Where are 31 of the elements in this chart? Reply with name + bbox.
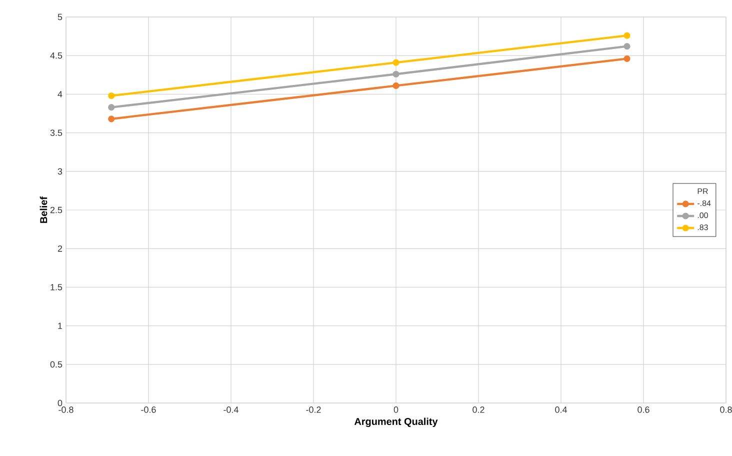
point (624, 55, 630, 62)
y-axis-title: Belief (40, 196, 48, 223)
point (392, 70, 400, 78)
point (624, 32, 630, 39)
y-tick-label: 5 (58, 14, 62, 20)
x-tick-label: 0.4 (555, 406, 567, 413)
x-tick-label: 0.2 (472, 406, 484, 413)
x-tick-label: 0.6 (638, 406, 650, 413)
y-tick-label: 0.5 (50, 361, 62, 368)
point (108, 104, 115, 111)
y-tick-label: 2.5 (50, 206, 62, 214)
y-tick-label: 4 (58, 91, 62, 98)
x-tick-label: -0.8 (58, 406, 74, 413)
y-tick-label: 1.5 (50, 284, 62, 290)
x-tick-label: 0 (394, 406, 398, 413)
point (108, 116, 115, 122)
y-tick-label: 2 (58, 245, 62, 252)
point (392, 82, 400, 89)
y-tick-label: 0 (58, 400, 62, 406)
x-tick-label: -0.2 (306, 406, 321, 413)
point (392, 59, 400, 66)
point (624, 43, 630, 50)
x-tick-label: 0.8 (720, 406, 732, 413)
x-tick-label: -0.4 (224, 406, 238, 413)
x-axis-title: Argument Quality (354, 418, 438, 428)
point (108, 92, 115, 100)
y-tick-label: 4.5 (50, 52, 62, 59)
y-tick-label: 3.5 (50, 130, 62, 136)
y-tick-label: 3 (58, 168, 62, 175)
y-tick-label: 1 (58, 322, 62, 329)
x-tick-label: -0.6 (141, 406, 156, 413)
